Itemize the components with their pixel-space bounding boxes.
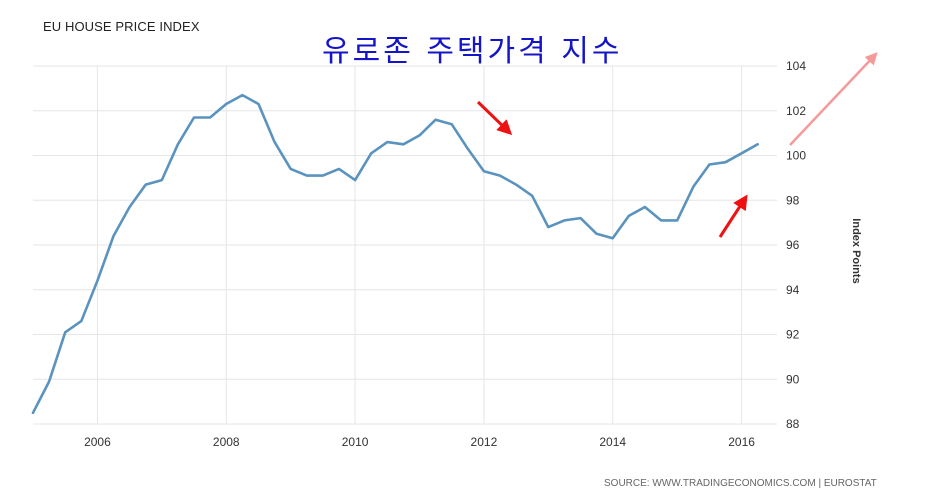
- data-point: [370, 152, 373, 155]
- overlay-title: 유로존 주택가격 지수: [322, 34, 623, 69]
- data-point: [515, 183, 517, 186]
- data-point: [531, 195, 533, 197]
- x-tick-label: 2016: [728, 435, 755, 449]
- data-point: [450, 123, 453, 125]
- data-point: [756, 143, 759, 146]
- data-point: [483, 170, 485, 172]
- y-tick-label: 96: [786, 238, 800, 252]
- x-axis: 2006 2008 2010 2012 2014 2016: [84, 435, 755, 449]
- up-arrow-icon: [718, 194, 748, 238]
- x-tick-label: 2010: [342, 435, 369, 449]
- data-point: [354, 179, 356, 181]
- y-tick-label: 94: [786, 283, 800, 297]
- series-layer: [31, 93, 760, 415]
- data-point: [48, 380, 50, 383]
- trend-arrow-icon: [789, 52, 878, 146]
- y-tick-label: 104: [786, 59, 806, 73]
- y-tick-label: 90: [786, 372, 800, 386]
- data-point: [80, 320, 83, 322]
- data-point: [209, 116, 211, 119]
- down-arrow-icon: [476, 100, 513, 136]
- data-point: [579, 217, 582, 219]
- data-point: [225, 103, 227, 105]
- grid: [33, 65, 777, 425]
- x-tick-label: 2014: [599, 435, 626, 449]
- y-tick-label: 88: [786, 417, 800, 431]
- chart-title: EU HOUSE PRICE INDEX: [43, 19, 200, 34]
- data-point: [306, 174, 308, 177]
- y-axis-label: Index Points: [850, 218, 862, 284]
- data-point: [128, 206, 131, 208]
- data-point: [241, 94, 244, 96]
- data-point: [740, 152, 743, 155]
- data-point: [193, 116, 195, 119]
- data-point: [499, 174, 501, 177]
- data-point: [96, 280, 99, 282]
- data-point: [402, 143, 405, 146]
- data-point: [386, 141, 389, 143]
- x-tick-label: 2012: [471, 435, 498, 449]
- y-tick-label: 92: [786, 328, 800, 342]
- source-note: SOURCE: WWW.TRADINGECONOMICS.COM | EUROS…: [604, 478, 877, 489]
- data-point: [161, 179, 163, 181]
- data-point: [660, 219, 662, 222]
- data-point: [467, 148, 469, 150]
- data-point: [32, 412, 34, 414]
- data-point: [692, 186, 695, 188]
- data-point: [563, 219, 566, 222]
- x-tick-label: 2006: [84, 435, 111, 449]
- series-line: [31, 93, 760, 415]
- data-point: [322, 174, 324, 177]
- y-tick-label: 100: [786, 149, 806, 163]
- data-point: [611, 237, 614, 240]
- data-point: [628, 215, 630, 217]
- data-point: [644, 206, 646, 208]
- data-point: [676, 219, 678, 222]
- y-tick-label: 102: [786, 104, 806, 118]
- data-point: [724, 161, 727, 163]
- data-point: [595, 233, 598, 235]
- data-point: [112, 235, 115, 237]
- data-point: [434, 118, 437, 121]
- data-point: [547, 226, 550, 228]
- data-point: [257, 103, 260, 105]
- data-point: [273, 141, 276, 143]
- data-point: [418, 134, 421, 137]
- data-point: [177, 143, 179, 146]
- data-point: [64, 331, 66, 334]
- y-axis: 88 90 92 94 96 98 100 102 104: [786, 59, 806, 431]
- data-point: [144, 183, 147, 186]
- data-point: [708, 163, 711, 166]
- data-point: [289, 168, 292, 170]
- data-point: [338, 168, 340, 170]
- x-tick-label: 2008: [213, 435, 240, 449]
- y-tick-label: 98: [786, 193, 800, 207]
